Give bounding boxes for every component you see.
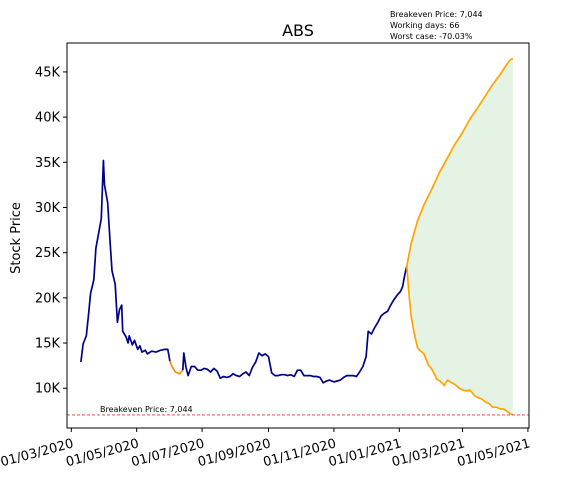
- x-tick-label: 01/03/2021: [390, 436, 466, 470]
- x-tick-label: 01/11/2020: [262, 436, 338, 470]
- y-tick-label: 30K: [35, 201, 61, 216]
- series-line-historical-2: [181, 266, 408, 384]
- x-tick-label: 01/05/2021: [456, 436, 532, 470]
- y-tick-label: 10K: [35, 382, 61, 397]
- info-working-days: Working days: 66: [390, 21, 459, 30]
- y-tick-label: 35K: [35, 156, 61, 171]
- info-worst-case: Worst case: -70.03%: [390, 32, 473, 41]
- y-tick-label: 40K: [35, 111, 61, 126]
- series-line-historical-0: [80, 159, 171, 363]
- series-line-historical-gap-1: [169, 360, 184, 375]
- projection-lower-line: [405, 266, 514, 416]
- plot-frame: [66, 42, 530, 429]
- y-tick-label: 20K: [35, 291, 61, 306]
- info-box: Breakeven Price: 7,044 Working days: 66 …: [390, 10, 483, 41]
- plot-area: Breakeven Price: 7,044: [67, 57, 529, 416]
- y-tick-label: 15K: [35, 337, 61, 352]
- projection-band: [406, 58, 513, 415]
- x-tick-label: 01/03/2020: [0, 436, 75, 470]
- x-tick-label: 01/05/2020: [64, 436, 140, 470]
- breakeven-label: Breakeven Price: 7,044: [100, 405, 193, 414]
- y-tick-label: 25K: [35, 246, 61, 261]
- chart-title: ABS: [282, 21, 314, 40]
- info-breakeven: Breakeven Price: 7,044: [390, 10, 483, 19]
- x-tick-label: 01/07/2020: [130, 436, 206, 470]
- x-tick-label: 01/09/2020: [196, 436, 272, 470]
- projection-upper-line: [405, 57, 514, 267]
- y-tick-label: 45K: [35, 65, 61, 80]
- y-axis-label: Stock Price: [9, 202, 24, 274]
